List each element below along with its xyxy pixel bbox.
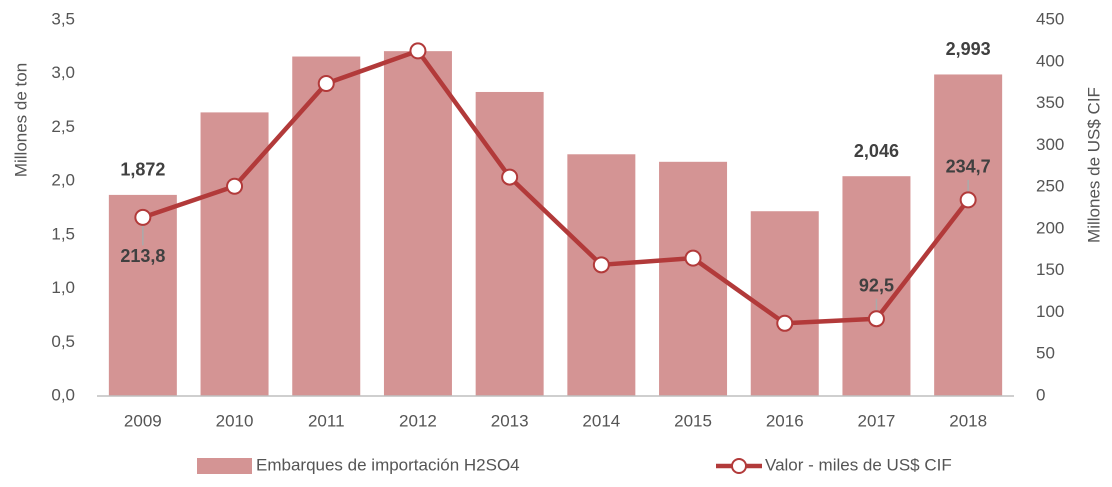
bar	[200, 112, 269, 396]
y2-tick-label: 400	[1036, 51, 1064, 70]
y2-tick-label: 150	[1036, 260, 1064, 279]
bar	[475, 91, 544, 396]
y2-tick-label: 100	[1036, 302, 1064, 321]
x-tick-label: 2017	[858, 411, 896, 430]
x-tick-label: 2018	[949, 411, 987, 430]
x-tick-label: 2010	[216, 411, 254, 430]
y-tick-label: 3,5	[51, 9, 75, 28]
x-tick-label: 2016	[766, 411, 804, 430]
bar	[383, 51, 452, 396]
bar	[659, 161, 728, 396]
x-tick-label: 2012	[399, 411, 437, 430]
y-tick-label: 2,0	[51, 171, 75, 190]
line-marker	[317, 75, 335, 93]
bar-value-label: 1,872	[120, 160, 165, 180]
y2-tick-label: 350	[1036, 93, 1064, 112]
y2-tick-label: 450	[1036, 9, 1064, 28]
line-marker	[959, 191, 977, 209]
line-value-label: 92,5	[859, 275, 894, 295]
x-tick-label: 2011	[308, 411, 345, 430]
line-value-label: 213,8	[120, 246, 165, 266]
line-marker	[134, 208, 152, 226]
y2-axis-label: Millones de US$ CIF	[1084, 87, 1103, 243]
x-tick-label: 2009	[124, 411, 162, 430]
bar	[934, 74, 1003, 397]
line-value-label: 234,7	[946, 157, 991, 177]
x-tick-label: 2013	[491, 411, 529, 430]
x-tick-label: 2015	[674, 411, 712, 430]
y-axis-label: Millones de ton	[11, 63, 30, 177]
y2-tick-label: 0	[1036, 385, 1045, 404]
y-tick-label: 2,5	[51, 117, 75, 136]
x-tick-label: 2014	[582, 411, 620, 430]
legend-swatch	[731, 458, 747, 474]
bar-value-label: 2,993	[946, 39, 991, 59]
y2-tick-label: 250	[1036, 177, 1064, 196]
line	[142, 48, 970, 326]
bar-value-label: 2,046	[854, 141, 899, 161]
legend-label: Valor - miles de US$ CIF	[765, 455, 952, 474]
y-tick-label: 1,0	[51, 278, 75, 297]
y-tick-label: 0,0	[51, 385, 75, 404]
line-marker	[684, 249, 702, 267]
line-marker	[226, 177, 244, 195]
line-marker	[409, 42, 427, 60]
y-tick-label: 0,5	[51, 332, 75, 351]
legend-swatch	[197, 458, 252, 474]
y2-tick-label: 200	[1036, 218, 1064, 237]
bar	[292, 56, 361, 396]
y2-tick-label: 50	[1036, 344, 1055, 363]
line-marker	[501, 168, 519, 186]
line-marker	[592, 256, 610, 274]
legend-label: Embarques de importación H2SO4	[256, 455, 520, 474]
y-tick-label: 3,0	[51, 63, 75, 82]
y2-tick-label: 300	[1036, 135, 1064, 154]
y-tick-label: 1,5	[51, 224, 75, 243]
line-marker	[867, 310, 885, 328]
bar	[750, 211, 819, 396]
line-marker	[776, 314, 794, 332]
bar	[567, 154, 636, 396]
